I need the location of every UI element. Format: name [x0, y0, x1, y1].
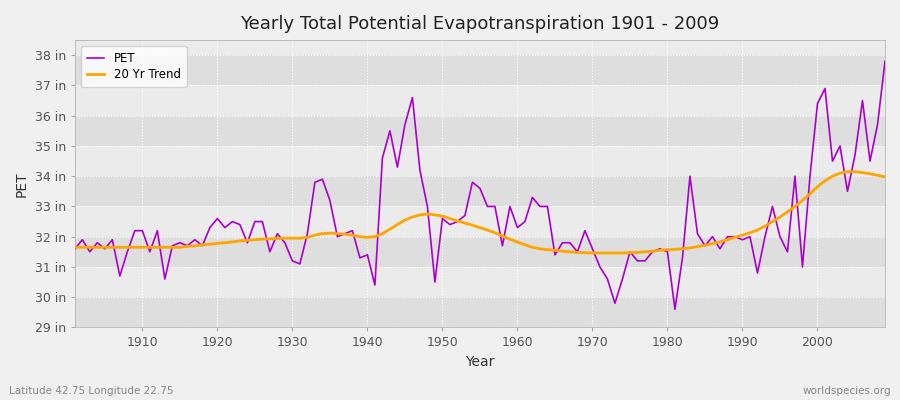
20 Yr Trend — [339, 232, 350, 237]
Bar — [75, 176, 885, 206]
20 Yr Trend — [587, 251, 598, 256]
20 Yr Trend — [842, 169, 853, 174]
Legend: PET, 20 Yr Trend: PET, 20 Yr Trend — [81, 46, 186, 87]
PET — [294, 262, 305, 266]
Line: 20 Yr Trend: 20 Yr Trend — [75, 172, 885, 253]
Line: PET: PET — [75, 61, 885, 309]
PET — [69, 246, 80, 251]
Text: Latitude 42.75 Longitude 22.75: Latitude 42.75 Longitude 22.75 — [9, 386, 174, 396]
Bar — [75, 206, 885, 237]
Title: Yearly Total Potential Evapotranspiration 1901 - 2009: Yearly Total Potential Evapotranspiratio… — [240, 15, 719, 33]
Bar — [75, 55, 885, 86]
Bar — [75, 267, 885, 297]
20 Yr Trend — [609, 251, 620, 256]
PET — [505, 204, 516, 209]
X-axis label: Year: Year — [465, 355, 495, 369]
20 Yr Trend — [130, 245, 140, 250]
Y-axis label: PET: PET — [15, 171, 29, 196]
Bar — [75, 237, 885, 267]
20 Yr Trend — [879, 174, 890, 179]
PET — [879, 59, 890, 64]
20 Yr Trend — [69, 245, 80, 250]
Text: worldspecies.org: worldspecies.org — [803, 386, 891, 396]
Bar — [75, 297, 885, 328]
PET — [602, 277, 613, 282]
Bar — [75, 146, 885, 176]
20 Yr Trend — [294, 236, 305, 241]
PET — [670, 307, 680, 312]
PET — [130, 228, 140, 233]
PET — [512, 225, 523, 230]
20 Yr Trend — [512, 240, 523, 244]
Bar — [75, 86, 885, 116]
PET — [339, 231, 350, 236]
Bar — [75, 116, 885, 146]
20 Yr Trend — [505, 237, 516, 242]
